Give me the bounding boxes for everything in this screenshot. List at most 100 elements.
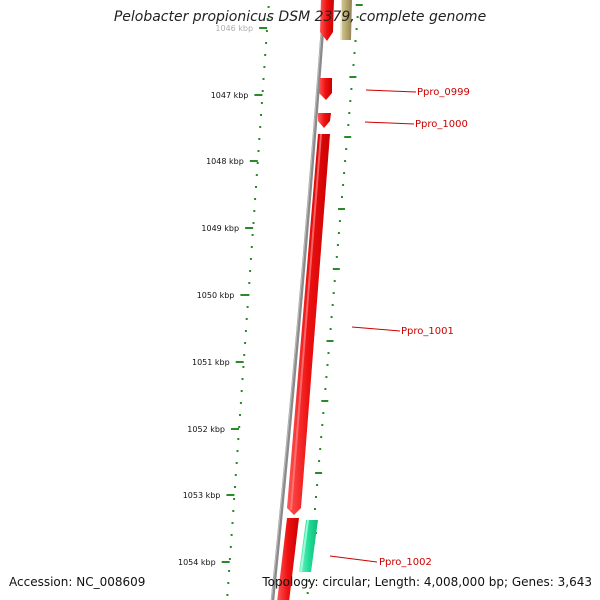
outer-ruler-dot <box>325 376 328 378</box>
genome-title: Pelobacter propionicus DSM 2379, complet… <box>113 9 487 25</box>
inner-ruler-dot <box>232 510 235 512</box>
ruler-tick-label: 1052 kbp <box>187 425 225 434</box>
genome-summary-text: Topology: circular; Length: 4,008,000 bp… <box>262 575 592 589</box>
inner-ruler-dot <box>233 498 236 500</box>
inner-ruler-dot <box>241 378 244 380</box>
ruler-tick-mark <box>226 494 235 496</box>
gene-leader-line <box>365 89 417 93</box>
outer-ruler-dot <box>326 364 329 366</box>
ruler-tick-mark <box>259 27 268 29</box>
ruler-tick-label: 1054 kbp <box>178 558 216 567</box>
gene-feature-top[interactable] <box>320 0 334 41</box>
outer-ruler-dot <box>355 28 358 30</box>
gene-feature-ppro-1002[interactable] <box>299 520 318 572</box>
inner-ruler <box>226 6 270 596</box>
outer-ruler-dot <box>332 292 335 294</box>
inner-ruler-dot <box>252 222 255 224</box>
inner-ruler-dot <box>258 138 261 140</box>
inner-ruler-dot <box>227 582 230 584</box>
outer-ruler-dot <box>349 100 352 102</box>
inner-ruler-dot <box>239 402 242 404</box>
inner-ruler-dot <box>240 390 243 392</box>
gene-label[interactable]: Ppro_1001 <box>401 326 454 337</box>
outer-ruler-dot <box>335 256 338 258</box>
outer-ruler-dot <box>341 196 343 198</box>
outer-ruler-dot <box>321 424 324 426</box>
ruler-tick-mark <box>245 227 254 229</box>
outer-ruler-dot <box>333 280 336 282</box>
outer-ruler-dot <box>356 16 359 18</box>
outer-ruler-dot <box>347 124 350 126</box>
inner-ruler-dot <box>234 474 237 476</box>
gene-label[interactable]: Ppro_1000 <box>415 119 468 130</box>
outer-ruler-dot <box>349 76 357 78</box>
inner-ruler-dot <box>260 102 263 104</box>
outer-ruler-dot <box>336 244 339 246</box>
inner-ruler-dot <box>234 486 236 488</box>
inner-ruler-dot <box>257 150 260 152</box>
inner-ruler-dot <box>226 594 229 596</box>
outer-ruler-dot <box>326 340 334 342</box>
inner-ruler-dot <box>246 306 249 308</box>
outer-ruler-dot <box>355 4 363 6</box>
inner-ruler-dot <box>265 42 268 44</box>
inner-ruler-dot <box>256 162 259 164</box>
gene-feature-ppro-0999[interactable] <box>319 78 332 100</box>
inner-ruler-dot <box>250 246 253 248</box>
gene-label[interactable]: Ppro_1002 <box>379 557 432 568</box>
outer-ruler-dot <box>348 112 351 114</box>
outer-ruler-dot <box>319 448 322 450</box>
ruler-tick-mark <box>221 561 230 563</box>
inner-ruler-dot <box>237 438 240 440</box>
inner-ruler-dot <box>264 54 267 56</box>
inner-ruler-dot <box>249 270 252 272</box>
inner-ruler-dot <box>231 522 234 524</box>
outer-ruler-dot <box>315 472 323 474</box>
gene-leader-line <box>351 326 401 332</box>
inner-ruler-dot <box>266 18 269 20</box>
ruler-tick-label: 1051 kbp <box>192 358 230 367</box>
inner-ruler-dot <box>261 90 264 92</box>
gene-labels: Ppro_0999 Ppro_1000 Ppro_1001 Ppro_1002 <box>329 87 470 568</box>
inner-ruler-dot <box>253 210 256 212</box>
inner-ruler-dot <box>259 126 262 128</box>
outer-ruler-dot <box>322 412 325 414</box>
gene-feature-olive[interactable] <box>340 0 352 40</box>
inner-ruler-dot <box>230 534 233 536</box>
gene-label[interactable]: Ppro_0999 <box>417 87 470 98</box>
inner-ruler-dot <box>262 78 265 80</box>
ruler-tick-label: 1049 kbp <box>201 224 239 233</box>
inner-ruler-dot <box>228 558 231 560</box>
outer-ruler-dot <box>344 136 352 138</box>
gene-feature-ppro-1002-red[interactable] <box>277 518 299 600</box>
gene-feature-ppro-1001[interactable] <box>287 134 330 515</box>
ruler-tick-label: 1046 kbp <box>215 24 253 33</box>
inner-ruler-dot <box>236 450 239 452</box>
outer-ruler-dot <box>329 328 332 330</box>
outer-ruler-dot <box>314 508 316 510</box>
outer-ruler-dot <box>324 388 327 390</box>
inner-ruler-dot <box>254 198 257 200</box>
ruler-tick-labels: 1046 kbp 1047 kbp 1048 kbp 1049 kbp 1050 kbp… <box>178 24 268 567</box>
inner-ruler-dot <box>248 282 251 284</box>
inner-ruler-dot <box>255 174 258 176</box>
outer-ruler-dot <box>343 172 346 174</box>
inner-ruler-dot <box>245 318 248 320</box>
outer-ruler-dot <box>315 496 317 498</box>
accession-text: Accession: NC_008609 <box>9 575 146 589</box>
outer-ruler-dot <box>338 220 341 222</box>
inner-ruler-dot <box>251 234 254 236</box>
ruler-tick-mark <box>254 94 263 96</box>
outer-ruler-dot <box>330 316 333 318</box>
inner-ruler-dot <box>228 570 231 572</box>
ruler-tick-mark <box>235 361 244 363</box>
outer-ruler-dot <box>342 184 345 186</box>
outer-ruler-dot <box>353 52 356 54</box>
ruler-tick-label: 1050 kbp <box>197 291 235 300</box>
inner-ruler-dot <box>229 546 232 548</box>
gene-feature-ppro-1000[interactable] <box>318 113 331 128</box>
outer-ruler-dot <box>318 460 321 462</box>
inner-ruler-dot <box>235 462 238 464</box>
inner-ruler-dot <box>263 66 266 68</box>
